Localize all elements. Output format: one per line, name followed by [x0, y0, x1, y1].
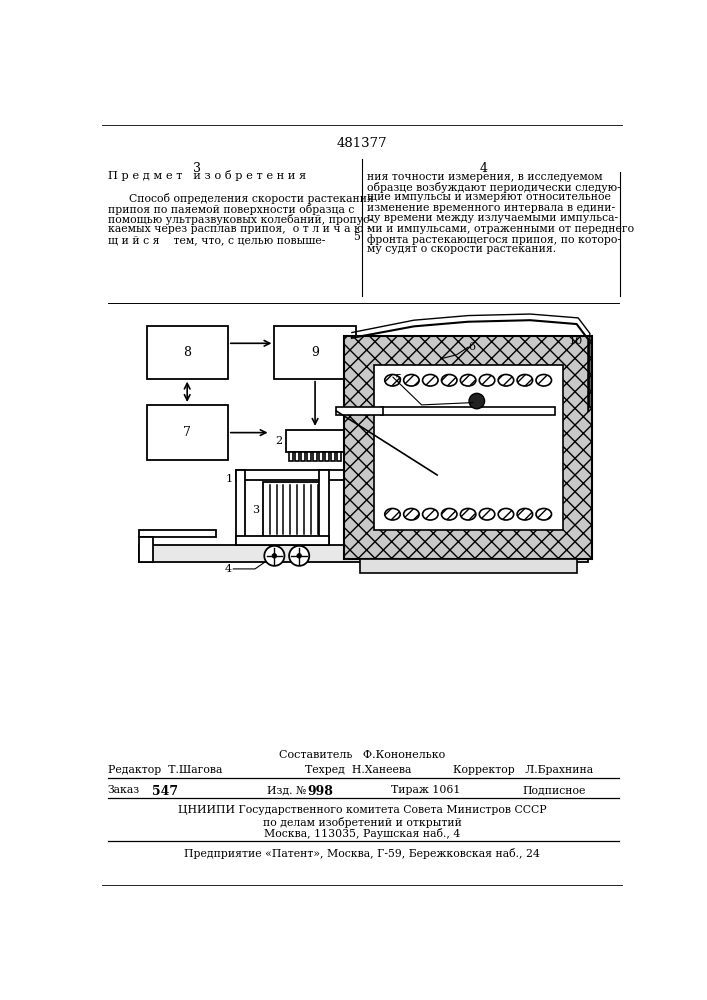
- Bar: [235, 536, 329, 545]
- Circle shape: [469, 393, 484, 409]
- Text: 1: 1: [226, 474, 233, 484]
- Bar: [146, 326, 228, 379]
- Bar: [300, 452, 305, 461]
- Bar: [286, 430, 344, 452]
- Text: 5: 5: [395, 374, 402, 384]
- Text: щ и й с я    тем, что, с целью повыше-: щ и й с я тем, что, с целью повыше-: [107, 235, 325, 245]
- Bar: [337, 452, 341, 461]
- Text: 3: 3: [252, 505, 259, 515]
- Bar: [295, 452, 299, 461]
- Ellipse shape: [423, 374, 438, 386]
- Bar: [139, 537, 153, 562]
- Circle shape: [272, 554, 276, 558]
- Ellipse shape: [536, 374, 551, 386]
- Text: 9: 9: [311, 346, 319, 359]
- Text: Заказ: Заказ: [107, 785, 140, 795]
- Ellipse shape: [517, 508, 532, 520]
- Ellipse shape: [423, 508, 438, 520]
- Ellipse shape: [460, 508, 476, 520]
- Text: 6: 6: [468, 342, 475, 352]
- Bar: [139, 545, 588, 562]
- Text: по делам изобретений и открытий: по делам изобретений и открытий: [262, 817, 462, 828]
- Bar: [146, 405, 228, 460]
- Text: 4: 4: [479, 162, 488, 175]
- Text: Изд. №: Изд. №: [267, 785, 306, 795]
- Text: 2: 2: [276, 436, 283, 446]
- Text: 998: 998: [307, 785, 333, 798]
- Text: припоя по паяемой поверхности образца с: припоя по паяемой поверхности образца с: [107, 204, 354, 215]
- Text: 5: 5: [353, 232, 360, 242]
- Bar: [381, 407, 555, 415]
- Text: Предприятие «Патент», Москва, Г-59, Бережковская наб., 24: Предприятие «Патент», Москва, Г-59, Бере…: [184, 848, 540, 859]
- Ellipse shape: [460, 374, 476, 386]
- Ellipse shape: [498, 374, 514, 386]
- Bar: [337, 407, 383, 415]
- Text: 4: 4: [225, 564, 232, 574]
- Text: 7: 7: [183, 426, 191, 439]
- Circle shape: [289, 546, 309, 566]
- Bar: [274, 326, 356, 379]
- Bar: [320, 470, 329, 545]
- Ellipse shape: [479, 508, 495, 520]
- Ellipse shape: [385, 374, 400, 386]
- Ellipse shape: [479, 374, 495, 386]
- Bar: [288, 452, 293, 461]
- Text: 8: 8: [183, 346, 191, 359]
- Text: щие импульсы и измеряют относительное: щие импульсы и измеряют относительное: [368, 192, 612, 202]
- Text: Составитель   Ф.Кононелько: Составитель Ф.Кононелько: [279, 750, 445, 760]
- Circle shape: [297, 554, 301, 558]
- Ellipse shape: [517, 374, 532, 386]
- Text: фронта растекающегося припоя, по которо-: фронта растекающегося припоя, по которо-: [368, 234, 621, 245]
- Circle shape: [264, 546, 284, 566]
- Text: Подписное: Подписное: [522, 785, 586, 795]
- Bar: [235, 470, 437, 480]
- Text: образце возбуждают периодически следую-: образце возбуждают периодически следую-: [368, 182, 621, 193]
- Ellipse shape: [498, 508, 514, 520]
- Bar: [263, 482, 325, 537]
- Text: ми и импульсами, отраженными от переднего: ми и импульсами, отраженными от переднег…: [368, 224, 634, 234]
- Bar: [344, 336, 592, 559]
- Text: каемых через расплав припоя,  о т л и ч а ю -: каемых через расплав припоя, о т л и ч а…: [107, 224, 370, 234]
- Text: 10: 10: [569, 336, 583, 346]
- Ellipse shape: [536, 508, 551, 520]
- Ellipse shape: [385, 508, 400, 520]
- Bar: [331, 452, 335, 461]
- Text: П р е д м е т   и з о б р е т е н и я: П р е д м е т и з о б р е т е н и я: [107, 170, 306, 181]
- Text: Корректор   Л.Брахнина: Корректор Л.Брахнина: [452, 765, 592, 775]
- Bar: [344, 336, 592, 559]
- Bar: [286, 430, 344, 452]
- Text: 3: 3: [193, 162, 201, 175]
- Ellipse shape: [404, 374, 419, 386]
- Ellipse shape: [404, 508, 419, 520]
- Bar: [312, 452, 317, 461]
- Text: Редактор  Т.Шагова: Редактор Т.Шагова: [107, 765, 222, 775]
- Bar: [360, 559, 577, 573]
- Text: помощью ультразвуковых колебаний, пропус-: помощью ультразвуковых колебаний, пропус…: [107, 214, 373, 225]
- Text: Тираж 1061: Тираж 1061: [391, 785, 460, 795]
- Text: ния точности измерения, в исследуемом: ния точности измерения, в исследуемом: [368, 172, 603, 182]
- Text: 481377: 481377: [337, 137, 387, 150]
- Text: Способ определения скорости растекания: Способ определения скорости растекания: [107, 193, 373, 204]
- Bar: [373, 365, 563, 530]
- Text: 547: 547: [152, 785, 178, 798]
- Text: цу времени между излучаемыми импульса-: цу времени между излучаемыми импульса-: [368, 213, 619, 223]
- Text: ЦНИИПИ Государственного комитета Совета Министров СССР: ЦНИИПИ Государственного комитета Совета …: [177, 805, 547, 815]
- Bar: [307, 452, 311, 461]
- Text: Москва, 113035, Раушская наб., 4: Москва, 113035, Раушская наб., 4: [264, 828, 460, 839]
- Bar: [325, 452, 329, 461]
- Text: му судят о скорости растекания.: му судят о скорости растекания.: [368, 244, 556, 254]
- Text: изменение временного интервала в едини-: изменение временного интервала в едини-: [368, 203, 616, 213]
- Text: Техред  Н.Ханеева: Техред Н.Ханеева: [305, 765, 411, 775]
- Bar: [235, 470, 245, 545]
- Ellipse shape: [441, 508, 457, 520]
- Ellipse shape: [441, 374, 457, 386]
- Bar: [319, 452, 323, 461]
- Bar: [139, 530, 216, 537]
